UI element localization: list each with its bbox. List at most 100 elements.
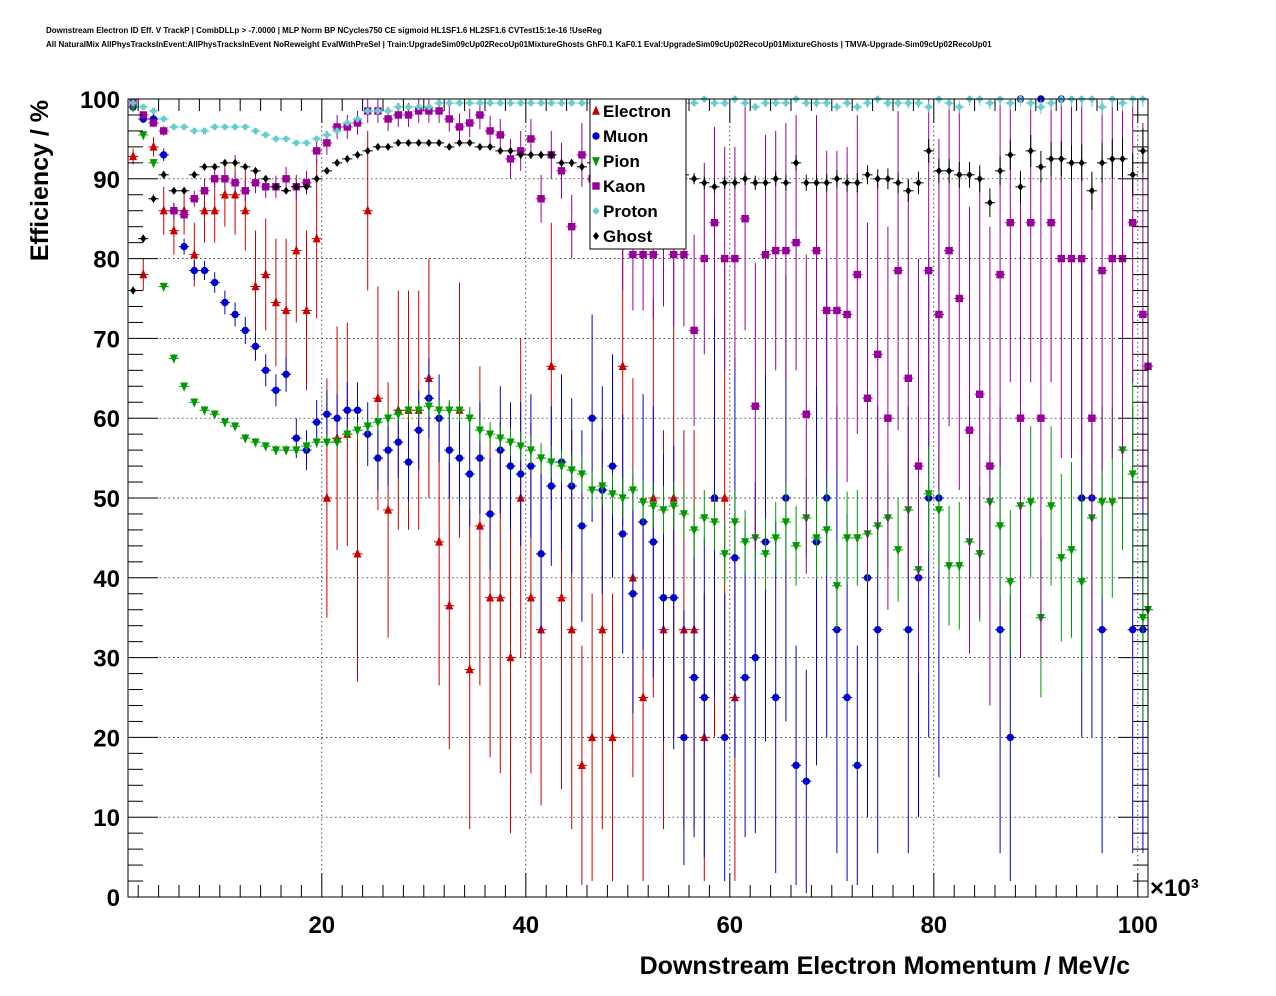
data-marker — [802, 410, 810, 418]
data-point — [729, 358, 740, 758]
y-tick-label: 90 — [93, 167, 120, 194]
data-point — [485, 115, 496, 147]
data-marker — [252, 166, 259, 175]
data-marker — [446, 142, 453, 151]
data-marker — [618, 494, 627, 504]
data-marker — [333, 438, 342, 448]
data-point — [454, 399, 465, 422]
data-point — [515, 99, 526, 107]
data-point — [362, 130, 373, 291]
data-marker — [395, 103, 402, 111]
data-point — [474, 418, 485, 443]
data-point — [627, 469, 638, 511]
data-point — [179, 238, 190, 255]
data-marker — [282, 446, 291, 456]
data-marker — [414, 406, 423, 416]
data-marker — [537, 195, 545, 203]
data-point — [1107, 95, 1118, 107]
y-tick-label: 70 — [93, 326, 120, 353]
data-marker — [853, 270, 861, 279]
data-point — [893, 498, 904, 602]
data-point — [372, 426, 383, 491]
data-marker — [588, 486, 597, 496]
data-point — [403, 138, 414, 147]
data-marker — [1088, 414, 1096, 422]
data-marker — [1108, 254, 1116, 263]
data-marker — [302, 305, 311, 315]
data-point — [995, 99, 1006, 467]
data-point — [362, 418, 373, 435]
data-point — [923, 101, 934, 113]
data-point — [383, 142, 394, 151]
data-marker — [486, 430, 495, 440]
data-point — [168, 204, 179, 218]
data-marker — [793, 158, 800, 167]
data-point — [454, 113, 465, 141]
data-point — [607, 593, 618, 882]
data-marker — [720, 492, 729, 502]
data-marker — [354, 150, 361, 159]
data-marker — [884, 414, 892, 422]
data-marker — [904, 625, 912, 634]
data-marker — [180, 382, 189, 392]
data-marker — [303, 139, 310, 147]
data-point — [903, 178, 914, 578]
data-point — [148, 107, 159, 115]
data-point — [668, 482, 679, 530]
data-point — [434, 138, 445, 147]
data-point — [760, 517, 771, 590]
data-point — [454, 410, 465, 506]
data-point — [240, 434, 251, 444]
data-point — [485, 99, 496, 107]
data-point — [413, 99, 424, 123]
data-point — [1035, 99, 1046, 115]
data-point — [842, 99, 853, 108]
y-tick-label: 0 — [107, 885, 120, 912]
data-marker — [445, 115, 454, 123]
x-tick-label: 40 — [512, 912, 539, 939]
data-marker — [976, 390, 984, 398]
data-point — [1137, 513, 1148, 722]
data-marker — [231, 310, 239, 319]
data-marker — [874, 174, 881, 183]
data-marker — [354, 115, 361, 123]
data-point — [1127, 370, 1138, 578]
data-marker — [334, 158, 341, 167]
data-point — [1066, 462, 1077, 638]
data-point — [954, 100, 965, 114]
data-point — [689, 234, 700, 427]
data-marker — [1067, 546, 1076, 556]
data-marker — [425, 138, 432, 147]
data-marker — [762, 178, 769, 187]
data-point — [485, 422, 496, 447]
data-marker — [996, 270, 1004, 279]
data-point — [464, 407, 475, 430]
data-marker — [415, 426, 423, 434]
data-marker — [283, 186, 290, 195]
data-marker — [833, 174, 840, 183]
data-marker — [659, 594, 668, 602]
data-marker — [129, 99, 137, 107]
data-point — [780, 483, 791, 561]
data-marker — [1016, 414, 1025, 422]
legend-box — [589, 98, 687, 250]
data-point — [250, 230, 261, 343]
data-marker — [446, 99, 453, 107]
data-point — [1015, 178, 1026, 658]
data-point — [536, 442, 547, 474]
data-marker — [905, 186, 912, 195]
data-point — [342, 154, 353, 163]
data-marker — [680, 250, 688, 259]
data-point — [770, 521, 781, 874]
data-marker — [322, 492, 331, 502]
data-point — [311, 158, 322, 319]
data-point — [1005, 139, 1016, 171]
data-point — [291, 139, 302, 147]
data-marker — [895, 178, 902, 187]
data-marker — [629, 590, 637, 598]
data-marker — [220, 189, 229, 199]
data-marker — [353, 426, 362, 436]
data-marker — [455, 454, 464, 462]
data-point — [1107, 138, 1118, 179]
data-marker — [1098, 498, 1107, 508]
